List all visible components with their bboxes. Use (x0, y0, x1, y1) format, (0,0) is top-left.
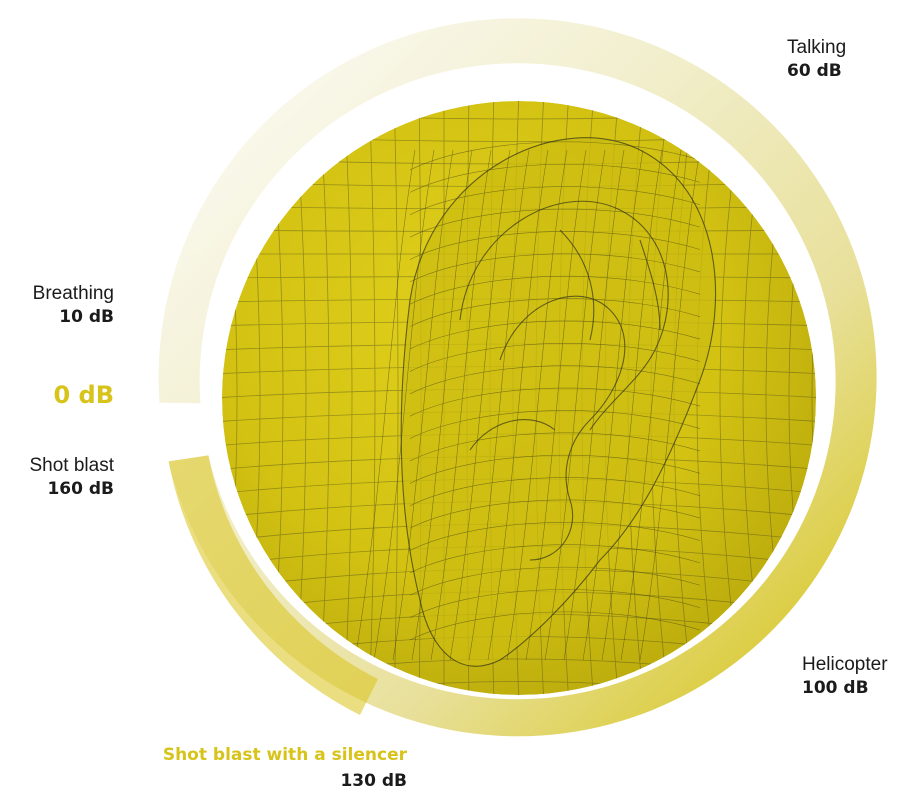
level-ring-highlight (168, 455, 378, 715)
zero-db-label: 0 dB (53, 381, 114, 409)
level-label-shot-blast: Shot blast 160 dB (0, 455, 115, 499)
level-value: 60 dB (787, 61, 842, 81)
level-label-talking: Talking 60 dB (787, 38, 846, 80)
level-value: 130 dB (340, 771, 407, 791)
ear-mesh-illustration (222, 101, 816, 695)
level-name: Shot blast with a silencer (162, 745, 407, 765)
level-value: 10 dB (59, 307, 114, 327)
level-name: Talking (787, 37, 847, 58)
level-name: Shot blast (29, 455, 115, 476)
level-name: Breathing (32, 283, 114, 304)
level-value: 160 dB (47, 479, 114, 499)
level-label-shot-blast-silencer: Shot blast with a silencer 130 dB (80, 747, 407, 790)
level-value: 100 dB (802, 678, 869, 698)
level-label-helicopter: Helicopter 100 dB (802, 655, 888, 697)
level-name: Helicopter (802, 654, 888, 675)
level-label-breathing: Breathing 10 dB (0, 284, 114, 326)
